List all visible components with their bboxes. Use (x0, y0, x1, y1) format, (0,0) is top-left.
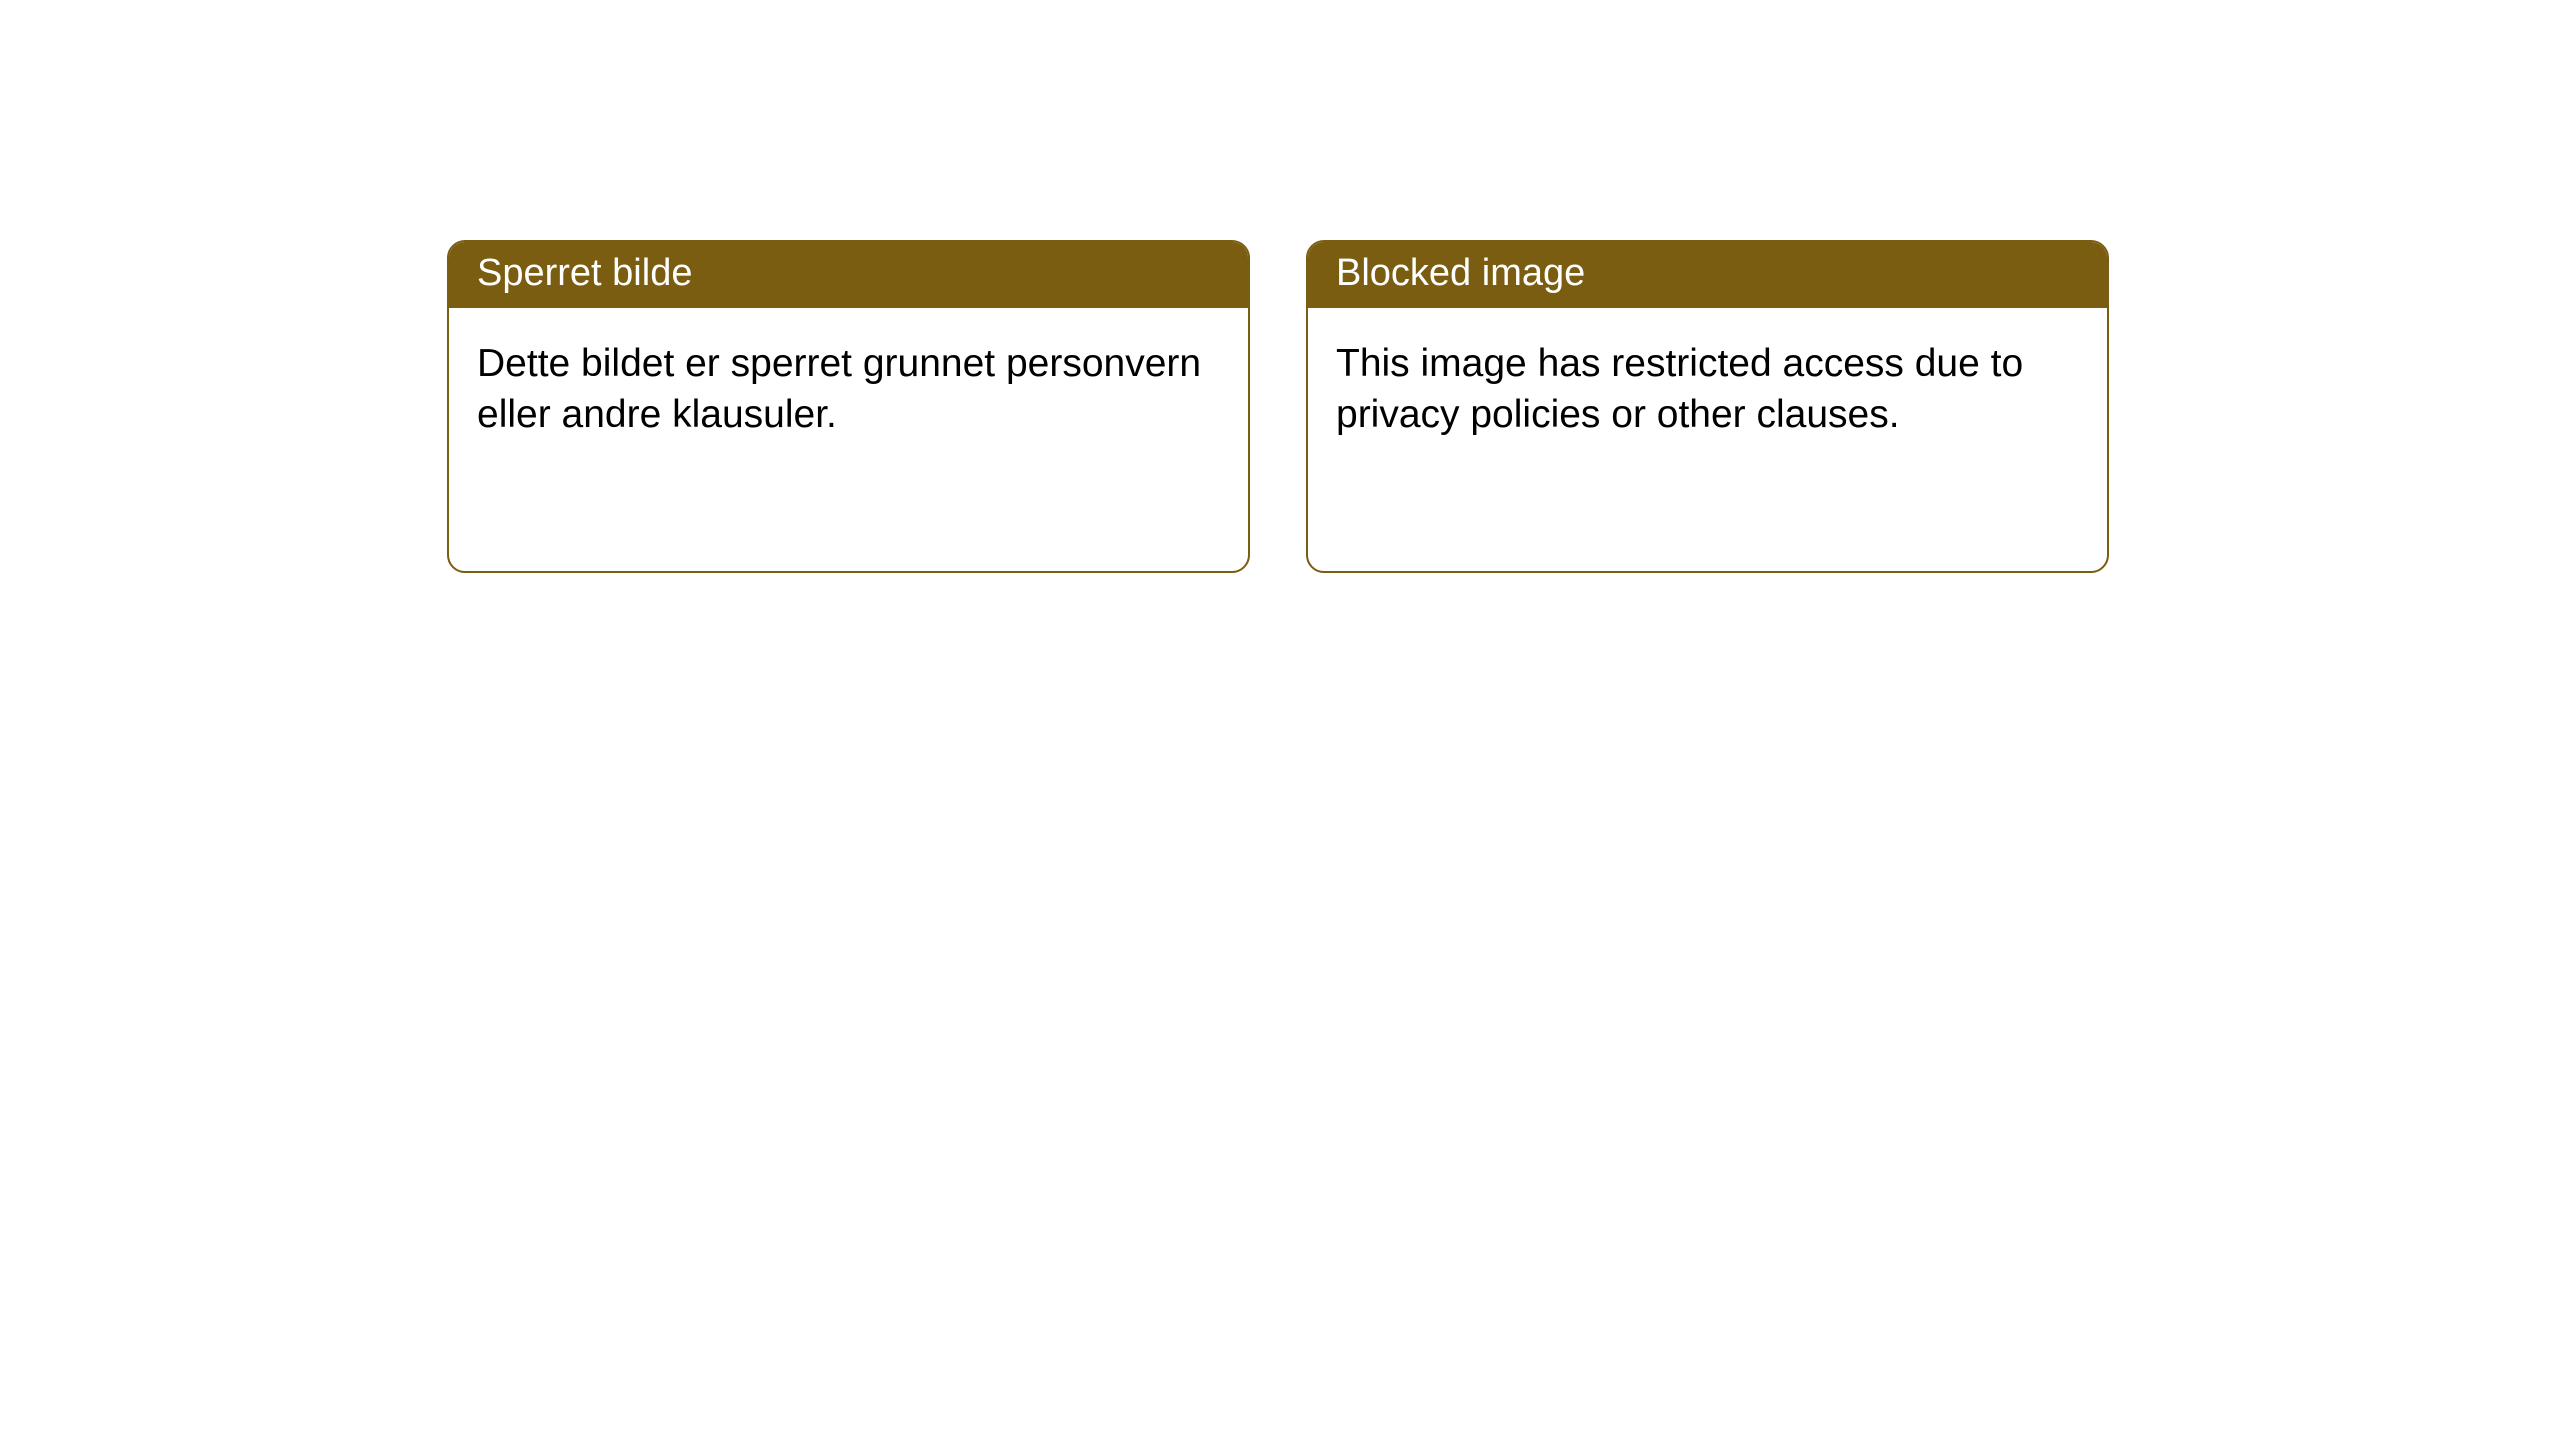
notice-container: Sperret bilde Dette bildet er sperret gr… (0, 0, 2560, 573)
notice-title-norwegian: Sperret bilde (449, 242, 1248, 308)
notice-body-norwegian: Dette bildet er sperret grunnet personve… (449, 308, 1248, 472)
notice-card-english: Blocked image This image has restricted … (1306, 240, 2109, 573)
notice-body-english: This image has restricted access due to … (1308, 308, 2107, 472)
notice-card-norwegian: Sperret bilde Dette bildet er sperret gr… (447, 240, 1250, 573)
notice-title-english: Blocked image (1308, 242, 2107, 308)
